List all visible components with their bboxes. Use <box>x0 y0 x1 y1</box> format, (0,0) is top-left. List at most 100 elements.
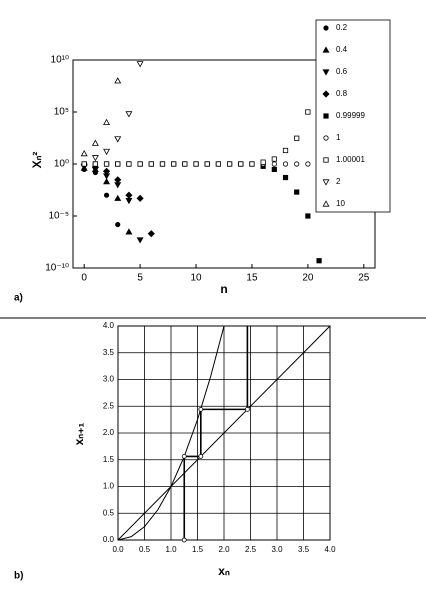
point <box>115 161 121 167</box>
point <box>114 194 122 201</box>
panel-label: a) <box>14 293 23 304</box>
point <box>136 194 144 202</box>
y-tick-label: 3.0 <box>103 375 115 384</box>
point <box>159 161 166 167</box>
legend-label: 0.8 <box>336 89 348 98</box>
point <box>198 406 204 412</box>
y-axis-label: xₙ₊₁ <box>72 423 86 446</box>
point <box>126 161 132 167</box>
y-tick-label: 2.5 <box>103 401 115 410</box>
point <box>91 155 99 162</box>
point <box>114 136 122 143</box>
y-tick-label: 0.5 <box>103 508 115 517</box>
x-tick-label: 2.5 <box>245 545 257 554</box>
point <box>91 139 99 146</box>
y-tick-label: 10⁰ <box>54 159 69 170</box>
x-tick-label: 25 <box>358 273 370 284</box>
point <box>148 161 154 167</box>
x-tick-label: 0 <box>81 273 87 284</box>
point <box>125 191 133 199</box>
y-tick-label: 10⁵ <box>54 107 69 118</box>
point <box>226 161 233 167</box>
point <box>193 161 199 167</box>
point <box>115 221 121 228</box>
legend-marker <box>322 46 330 53</box>
line <box>183 326 249 540</box>
y-tick-label: 10⁻¹⁰ <box>45 263 69 274</box>
legend-label: 1 <box>336 133 341 142</box>
point <box>114 176 122 184</box>
point <box>271 166 277 173</box>
point <box>181 454 187 459</box>
legend-marker <box>323 157 329 163</box>
legend-label: 0.2 <box>336 23 348 32</box>
point <box>238 161 244 167</box>
point <box>181 537 187 543</box>
point <box>102 167 111 175</box>
line <box>118 326 330 540</box>
y-tick-label: 10⁻⁵ <box>48 211 69 222</box>
point <box>282 161 289 167</box>
point <box>271 161 277 167</box>
x-tick-label: 3.0 <box>271 545 283 554</box>
y-axis-label: Xₙ² <box>30 152 44 169</box>
x-axis-label: xₙ <box>218 564 230 578</box>
legend-label: 2 <box>336 177 341 186</box>
point <box>92 161 98 167</box>
x-tick-label: 1.5 <box>192 545 204 554</box>
y-tick-label: 10¹⁰ <box>51 55 69 66</box>
x-tick-label: 15 <box>246 273 258 284</box>
point <box>171 161 177 167</box>
point <box>125 198 133 205</box>
x-tick-label: 4.0 <box>324 545 336 554</box>
y-tick-label: 1.5 <box>103 455 115 464</box>
legend-marker <box>322 200 330 207</box>
y-tick-label: 1.0 <box>103 482 115 491</box>
x-tick-label: 10 <box>190 273 202 284</box>
point <box>271 156 277 162</box>
point <box>136 237 144 244</box>
x-tick-label: 20 <box>302 273 314 284</box>
point <box>114 77 122 84</box>
x-tick-label: 1.0 <box>165 545 177 554</box>
legend-label: 10 <box>336 199 345 208</box>
x-axis-label: n <box>220 282 227 296</box>
point <box>316 258 322 264</box>
point <box>103 178 111 185</box>
y-tick-label: 4.0 <box>103 321 115 330</box>
point <box>294 161 300 167</box>
point <box>81 161 87 167</box>
panel-label: b) <box>14 571 23 582</box>
point <box>244 406 250 412</box>
legend-marker <box>323 113 329 119</box>
x-tick-label: 0.5 <box>139 545 151 554</box>
legend-label: 0.99999 <box>336 111 365 120</box>
point <box>137 161 143 167</box>
x-tick-label: 3.5 <box>298 545 310 554</box>
y-tick-label: 3.5 <box>103 348 115 357</box>
point <box>249 161 255 167</box>
y-tick-label: 2.0 <box>103 428 115 437</box>
legend-label: 0.6 <box>336 67 348 76</box>
point <box>282 147 289 154</box>
point <box>125 228 133 235</box>
point <box>136 61 144 68</box>
point <box>198 454 204 459</box>
point <box>182 161 188 167</box>
point <box>282 174 289 181</box>
x-tick-label: 0.0 <box>112 545 124 554</box>
point <box>103 161 110 167</box>
point <box>103 192 110 198</box>
legend-marker <box>322 90 330 98</box>
point <box>294 189 300 195</box>
point <box>305 161 311 167</box>
point <box>260 159 266 165</box>
point <box>125 111 133 118</box>
legend-marker <box>322 69 330 76</box>
legend-marker <box>323 25 329 31</box>
point <box>215 161 222 167</box>
point <box>305 109 311 115</box>
legend-marker <box>323 135 329 141</box>
point <box>80 149 88 157</box>
